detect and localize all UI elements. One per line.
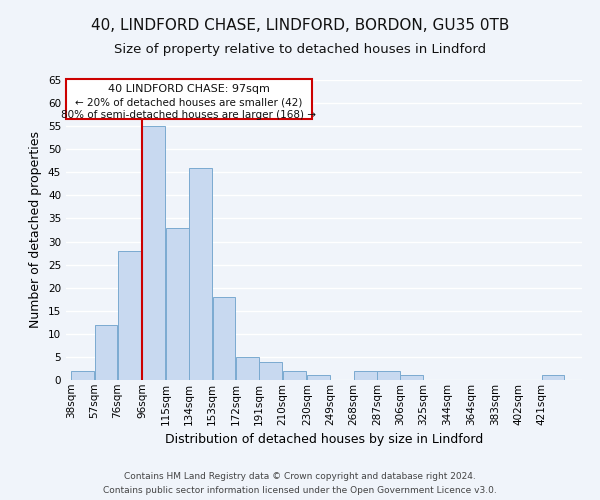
Text: Contains public sector information licensed under the Open Government Licence v3: Contains public sector information licen… <box>103 486 497 495</box>
Text: 40 LINDFORD CHASE: 97sqm: 40 LINDFORD CHASE: 97sqm <box>108 84 270 94</box>
Y-axis label: Number of detached properties: Number of detached properties <box>29 132 43 328</box>
Text: Contains HM Land Registry data © Crown copyright and database right 2024.: Contains HM Land Registry data © Crown c… <box>124 472 476 481</box>
Bar <box>71 371 94 380</box>
Text: ← 20% of detached houses are smaller (42): ← 20% of detached houses are smaller (42… <box>75 97 302 107</box>
Bar <box>307 376 330 380</box>
Bar <box>166 228 188 380</box>
Text: 80% of semi-detached houses are larger (168) →: 80% of semi-detached houses are larger (… <box>61 110 316 120</box>
Bar <box>542 376 565 380</box>
Bar <box>189 168 212 380</box>
Bar <box>283 371 307 380</box>
Text: Size of property relative to detached houses in Lindford: Size of property relative to detached ho… <box>114 42 486 56</box>
FancyBboxPatch shape <box>66 78 312 119</box>
Bar <box>236 357 259 380</box>
Bar <box>377 371 400 380</box>
Bar <box>118 251 142 380</box>
Text: 40, LINDFORD CHASE, LINDFORD, BORDON, GU35 0TB: 40, LINDFORD CHASE, LINDFORD, BORDON, GU… <box>91 18 509 32</box>
Bar <box>142 126 165 380</box>
Bar <box>212 297 235 380</box>
Bar <box>400 376 423 380</box>
X-axis label: Distribution of detached houses by size in Lindford: Distribution of detached houses by size … <box>165 433 483 446</box>
Bar <box>259 362 282 380</box>
Bar <box>95 324 117 380</box>
Bar <box>354 371 377 380</box>
